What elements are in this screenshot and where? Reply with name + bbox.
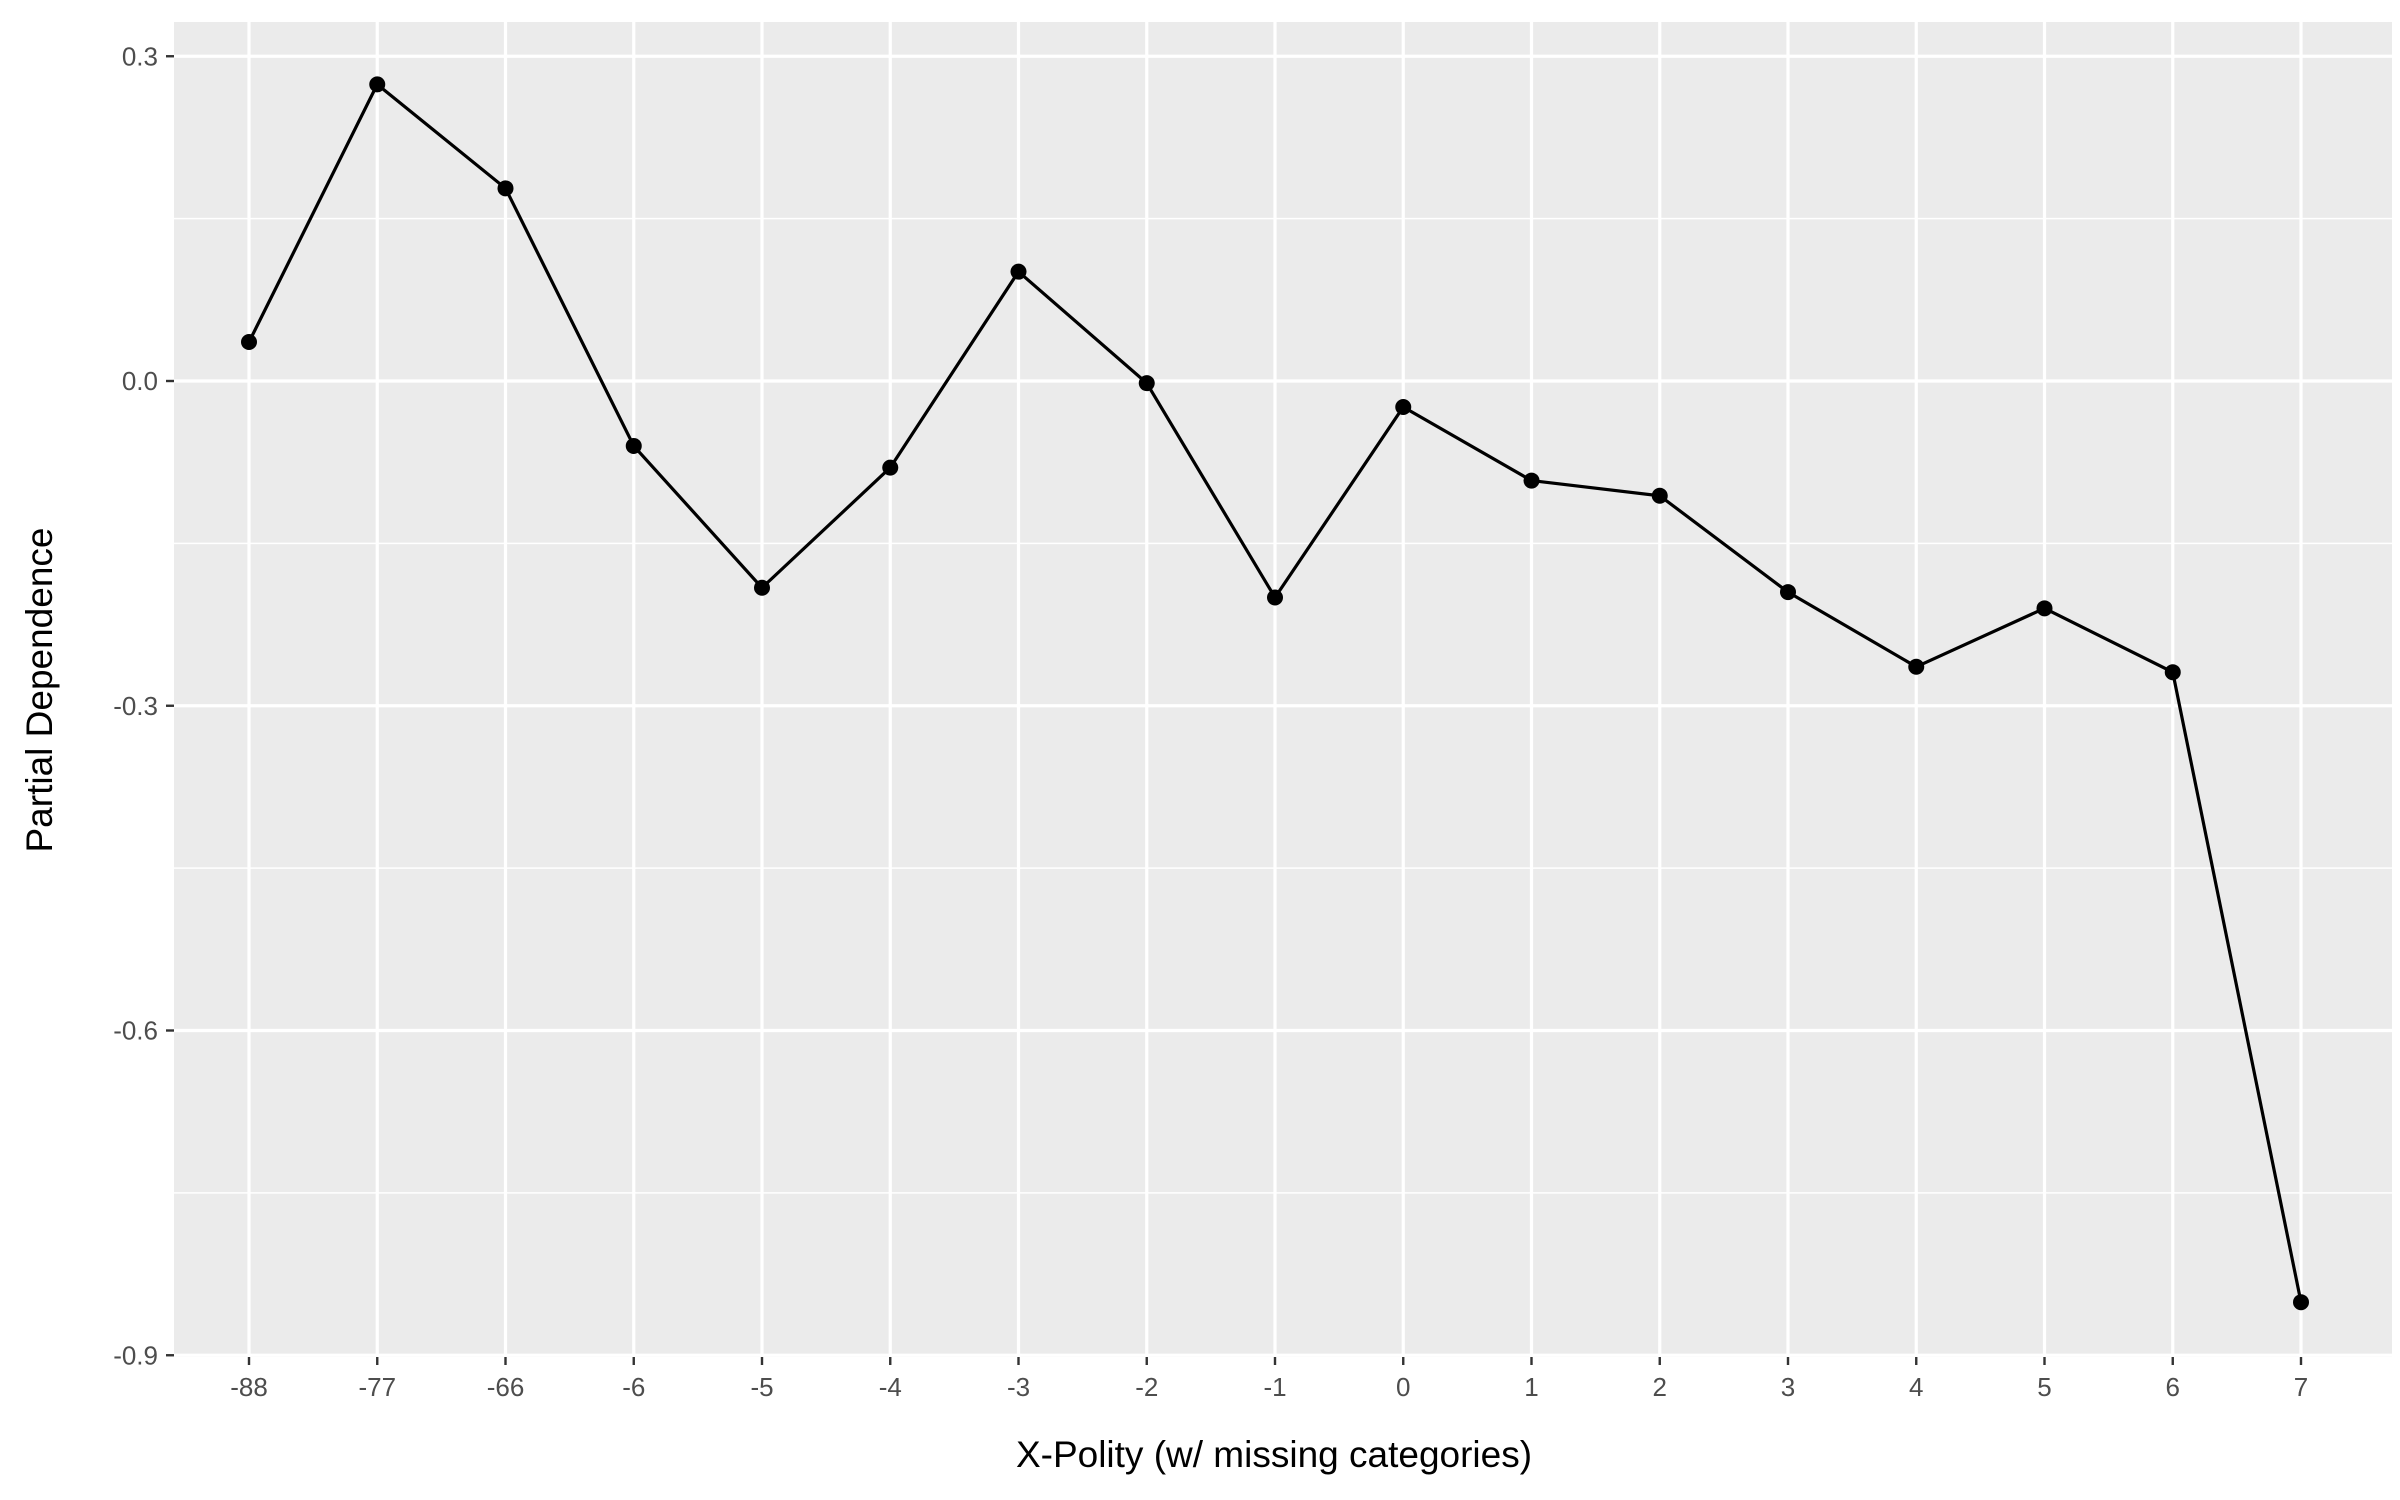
y-tick-label: 0.0 [122, 366, 158, 396]
y-axis-title: Partial Dependence [19, 528, 60, 853]
y-tick-label: -0.3 [113, 691, 158, 721]
x-axis-title: X-Polity (w/ missing categories) [1016, 1434, 1532, 1475]
x-tick-label: -77 [358, 1372, 396, 1402]
data-point [1908, 658, 1925, 675]
data-point [1395, 398, 1412, 415]
data-point [1010, 263, 1027, 280]
x-tick-label: -1 [1263, 1372, 1286, 1402]
data-point [369, 76, 386, 93]
minor-gridlines [174, 217, 2392, 1194]
points-layer [241, 76, 2309, 1311]
x-tick-labels: -88 -77 -66 -6 -5 -4 -3 -2 -1 0 1 2 3 4 5 6 7 [230, 1372, 2308, 1402]
data-point [625, 437, 642, 454]
x-tick-label: -88 [230, 1372, 268, 1402]
data-point [241, 334, 257, 351]
data-point [2036, 600, 2053, 617]
y-tick-label: -0.9 [113, 1340, 158, 1370]
x-tick-label: 7 [2294, 1372, 2308, 1402]
x-tick-label: 2 [1653, 1372, 1667, 1402]
data-point [497, 180, 514, 197]
data-point [1267, 589, 1283, 606]
x-tick-label: -3 [1007, 1372, 1030, 1402]
x-tick-label: 5 [2037, 1372, 2051, 1402]
x-tick-label: 4 [1909, 1372, 1923, 1402]
x-tick-label: -6 [622, 1372, 645, 1402]
axis-ticks [166, 55, 2303, 1365]
x-tick-label: 0 [1396, 1372, 1410, 1402]
data-point [1780, 584, 1796, 601]
data-point [1138, 375, 1155, 392]
data-point [2293, 1294, 2309, 1311]
x-tick-label: -4 [879, 1372, 902, 1402]
y-tick-label: 0.3 [122, 41, 158, 71]
x-tick-label: -5 [750, 1372, 773, 1402]
plot-panel [174, 22, 2392, 1357]
x-tick-label: 1 [1524, 1372, 1538, 1402]
data-point [882, 459, 899, 476]
y-tick-labels: 0.3 0.0 -0.3 -0.6 -0.9 [113, 41, 158, 1370]
data-point [754, 579, 770, 596]
x-tick-label: 3 [1781, 1372, 1795, 1402]
data-point [1651, 487, 1668, 504]
major-gridlines [174, 22, 2392, 1357]
x-tick-label: 6 [2166, 1372, 2180, 1402]
y-tick-label: -0.6 [113, 1016, 158, 1046]
x-tick-label: -2 [1135, 1372, 1158, 1402]
x-tick-label: -66 [487, 1372, 525, 1402]
data-point [1523, 472, 1540, 489]
data-point [2164, 664, 2181, 681]
